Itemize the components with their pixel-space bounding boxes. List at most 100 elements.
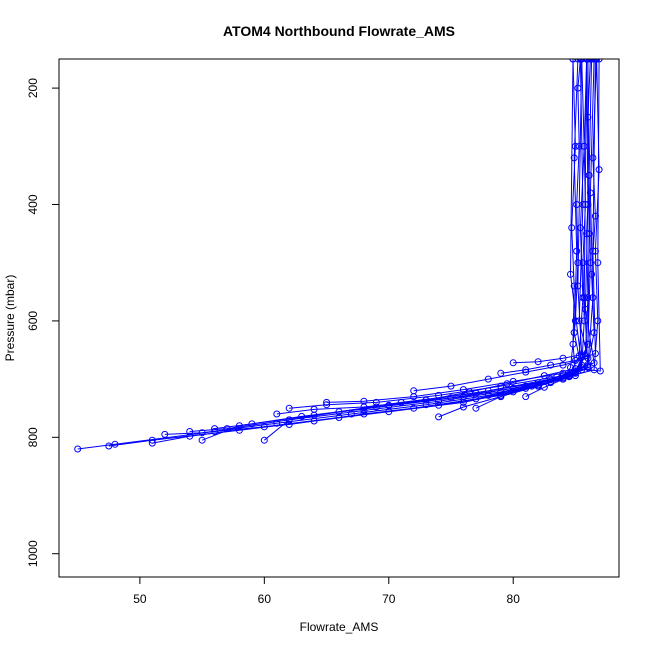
- data-point: [522, 368, 530, 376]
- data-point: [385, 401, 393, 409]
- data-point: [573, 247, 581, 255]
- data-point: [590, 359, 598, 367]
- data-point: [591, 59, 599, 63]
- y-axis-label: Pressure (mbar): [3, 275, 17, 362]
- data-point: [360, 397, 368, 405]
- data-point: [565, 373, 573, 381]
- data-point: [574, 282, 582, 290]
- data-point: [584, 364, 592, 371]
- x-axis: 50 60 70 80: [133, 577, 520, 606]
- data-point: [211, 425, 219, 433]
- y-tick-label: 600: [26, 311, 40, 331]
- data-point: [435, 391, 443, 399]
- data-point: [503, 380, 511, 388]
- series-line: [326, 59, 595, 403]
- y-tick-label: 200: [26, 78, 40, 98]
- data-point: [410, 387, 418, 395]
- data-point: [578, 59, 586, 63]
- data-point: [372, 398, 380, 406]
- data-point: [584, 340, 592, 348]
- y-tick-label: 800: [26, 427, 40, 447]
- data-point: [260, 436, 268, 444]
- data-point: [459, 403, 467, 411]
- data-point: [323, 398, 331, 406]
- series-layer: [74, 59, 604, 453]
- data-point: [570, 154, 578, 162]
- data-point: [497, 393, 505, 401]
- x-tick-label: 50: [133, 592, 147, 606]
- data-point: [198, 429, 206, 437]
- data-point: [578, 361, 586, 369]
- data-point: [596, 367, 604, 375]
- data-point: [522, 366, 530, 374]
- data-point: [310, 405, 318, 413]
- y-tick-label: 1000: [26, 540, 40, 567]
- data-point: [422, 396, 430, 404]
- data-point: [579, 259, 587, 267]
- data-point: [559, 361, 567, 369]
- data-point: [198, 436, 206, 444]
- data-point: [509, 359, 517, 367]
- x-axis-label: Flowrate_AMS: [300, 620, 379, 634]
- data-point: [595, 59, 603, 63]
- data-point: [559, 369, 567, 377]
- series-line: [276, 59, 583, 415]
- data-point: [578, 351, 586, 359]
- data-point: [588, 59, 596, 63]
- data-point: [323, 401, 331, 409]
- y-tick-label: 400: [26, 194, 40, 214]
- data-point: [579, 201, 587, 208]
- series-line: [475, 59, 583, 409]
- data-point: [540, 372, 548, 380]
- data-point: [540, 383, 548, 391]
- data-point: [484, 375, 492, 383]
- data-point: [569, 59, 577, 63]
- x-tick-label: 70: [382, 592, 396, 606]
- chart-title: ATOM4 Northbound Flowrate_AMS: [223, 23, 455, 39]
- data-point: [547, 361, 555, 369]
- data-point: [410, 404, 418, 412]
- data-point: [534, 358, 542, 366]
- data-point: [589, 294, 597, 302]
- data-point: [528, 382, 536, 390]
- x-tick-label: 60: [258, 592, 272, 606]
- data-point: [435, 413, 443, 421]
- data-point: [248, 420, 256, 428]
- series-line: [513, 59, 583, 364]
- data-point: [567, 270, 574, 278]
- data-point: [472, 404, 480, 412]
- data-point: [148, 436, 156, 444]
- data-point: [571, 357, 579, 364]
- data-point: [594, 259, 602, 267]
- data-point: [466, 388, 474, 396]
- plot-frame: [58, 58, 620, 578]
- data-point: [589, 247, 597, 255]
- data-point: [585, 230, 593, 238]
- y-axis: 200 400 600 800 1000: [26, 78, 59, 567]
- data-point: [576, 224, 584, 232]
- series-line: [413, 59, 589, 392]
- series-line: [438, 59, 590, 418]
- data-point: [285, 416, 293, 424]
- data-point: [580, 294, 588, 302]
- data-point: [591, 350, 599, 357]
- data-point: [583, 59, 591, 63]
- data-point: [595, 166, 603, 174]
- data-point: [447, 382, 455, 390]
- data-point: [522, 393, 530, 401]
- data-point: [105, 442, 113, 450]
- x-tick-label: 80: [507, 592, 521, 606]
- data-point: [74, 445, 82, 453]
- data-point: [285, 404, 293, 412]
- data-point: [223, 425, 231, 433]
- series-line: [77, 59, 581, 450]
- series-line: [500, 59, 596, 374]
- data-point: [459, 393, 467, 401]
- data-point: [570, 282, 578, 290]
- data-point: [148, 439, 156, 447]
- data-point: [574, 59, 582, 63]
- data-point: [568, 224, 576, 232]
- data-point: [186, 428, 194, 435]
- data-point: [497, 369, 505, 377]
